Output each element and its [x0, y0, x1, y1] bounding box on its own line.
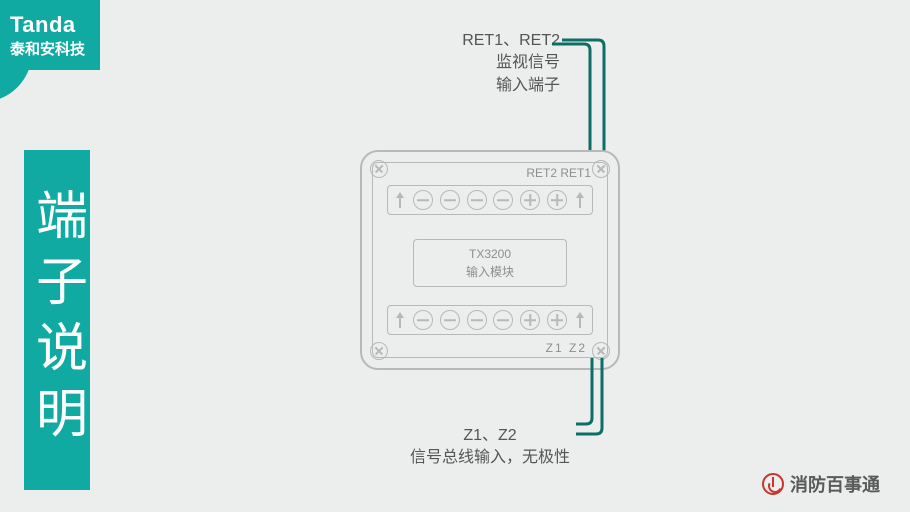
terminal-screw-icon — [493, 190, 513, 210]
terminal-diagram: RET1、RET2 监视信号 输入端子 Z1、Z2 信号总线输入，无极性 RET… — [280, 30, 780, 490]
annotation-bottom: Z1、Z2 信号总线输入，无极性 — [410, 425, 570, 470]
terminal-screw-icon — [520, 310, 540, 330]
page-title: 端子说明 — [20, 188, 95, 452]
module-plate: RET2 RET1 TX3200 输入模块 — [372, 162, 608, 358]
terminal-screw-icon — [547, 190, 567, 210]
terminal-screw-icon — [467, 190, 487, 210]
arrow-up-icon — [394, 189, 406, 211]
footer-logo: 消防百事通 — [762, 471, 880, 497]
terminal-screw-icon — [440, 310, 460, 330]
terminal-screw-icon — [467, 310, 487, 330]
terminal-screw-icon — [493, 310, 513, 330]
terminal-screw-icon — [413, 190, 433, 210]
footer-icon — [762, 473, 784, 495]
terminal-screw-icon — [547, 310, 567, 330]
module-box: RET2 RET1 TX3200 输入模块 — [360, 150, 620, 370]
logo-box: Tanda 泰和安科技 — [0, 0, 100, 70]
module-type: 输入模块 — [466, 263, 514, 281]
terminal-screw-icon — [440, 190, 460, 210]
terminal-row-top — [387, 185, 593, 215]
terminal-screw-icon — [413, 310, 433, 330]
annot-top-l1: RET1、RET2 — [462, 30, 560, 52]
module-center-label: TX3200 输入模块 — [413, 239, 567, 287]
annotation-top: RET1、RET2 监视信号 输入端子 — [462, 30, 560, 97]
wire-bottom — [550, 358, 620, 453]
top-terminal-labels: RET2 RET1 — [526, 166, 591, 180]
annot-top-l2: 监视信号 — [462, 52, 560, 74]
logo-subtitle: 泰和安科技 — [10, 38, 100, 59]
logo-curve-decoration — [0, 70, 36, 160]
footer-text: 消防百事通 — [790, 471, 880, 497]
annot-bot-l2: 信号总线输入，无极性 — [410, 447, 570, 469]
terminal-screw-icon — [520, 190, 540, 210]
arrow-up-icon — [394, 309, 406, 331]
mount-screw-icon — [592, 160, 610, 178]
arrow-up-icon — [574, 189, 586, 211]
arrow-up-icon — [574, 309, 586, 331]
annot-bot-l1: Z1、Z2 — [410, 425, 570, 447]
module-model: TX3200 — [469, 245, 511, 263]
title-bar: 端子说明 — [24, 150, 90, 490]
terminal-row-bottom — [387, 305, 593, 335]
logo-brand: Tanda — [10, 12, 100, 38]
bottom-terminal-labels: Z1 Z2 — [546, 341, 587, 355]
annot-top-l3: 输入端子 — [462, 75, 560, 97]
mount-screw-icon — [370, 160, 388, 178]
mount-screw-icon — [370, 342, 388, 360]
